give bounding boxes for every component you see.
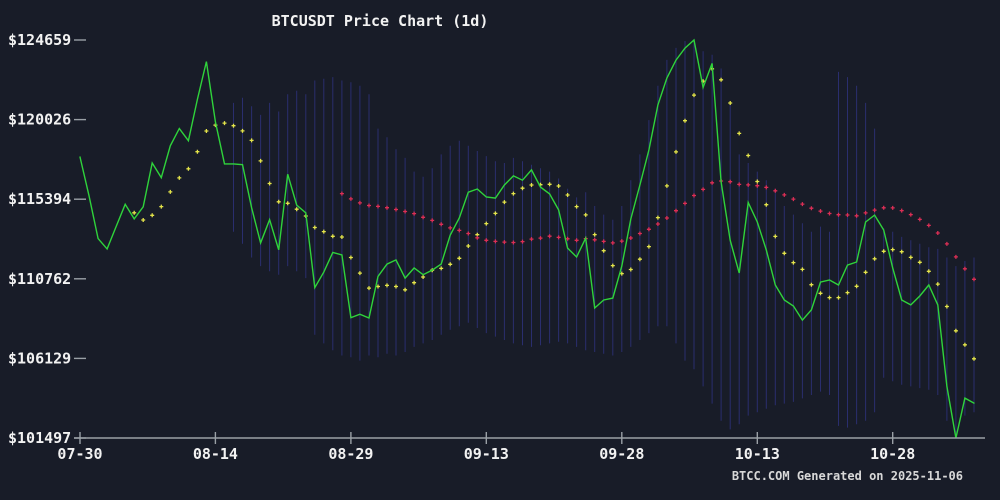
y-axis-label: $106129 xyxy=(8,349,71,367)
x-axis-label: 07-30 xyxy=(57,445,102,463)
y-axis-label: $101497 xyxy=(8,429,71,447)
watermark-text: BTCC.COM Generated on 2025-11-06 xyxy=(731,469,963,483)
chart-title: BTCUSDT Price Chart (1d) xyxy=(271,12,489,30)
x-axis: 07-30 08-14 08-29 09-13 09-28 10-13 10-28 xyxy=(57,432,985,463)
y-axis-label: $110762 xyxy=(8,270,71,288)
ma30-dots xyxy=(339,179,976,282)
x-axis-label: 09-13 xyxy=(464,445,509,463)
y-axis: $124659 $120026 $115394 $110762 $106129 $1014… xyxy=(8,31,86,447)
x-axis-label: 09-28 xyxy=(599,445,644,463)
daily-range-bars xyxy=(233,40,975,438)
y-axis-label: $115394 xyxy=(8,190,71,208)
price-line xyxy=(79,38,975,439)
x-axis-label: 08-14 xyxy=(193,445,238,463)
y-axis-label: $124659 xyxy=(8,31,71,49)
ma7-dots xyxy=(132,66,976,361)
y-axis-label: $120026 xyxy=(8,111,71,129)
x-axis-label: 10-13 xyxy=(735,445,780,463)
x-axis-label: 10-28 xyxy=(870,445,915,463)
x-axis-label: 08-29 xyxy=(328,445,373,463)
